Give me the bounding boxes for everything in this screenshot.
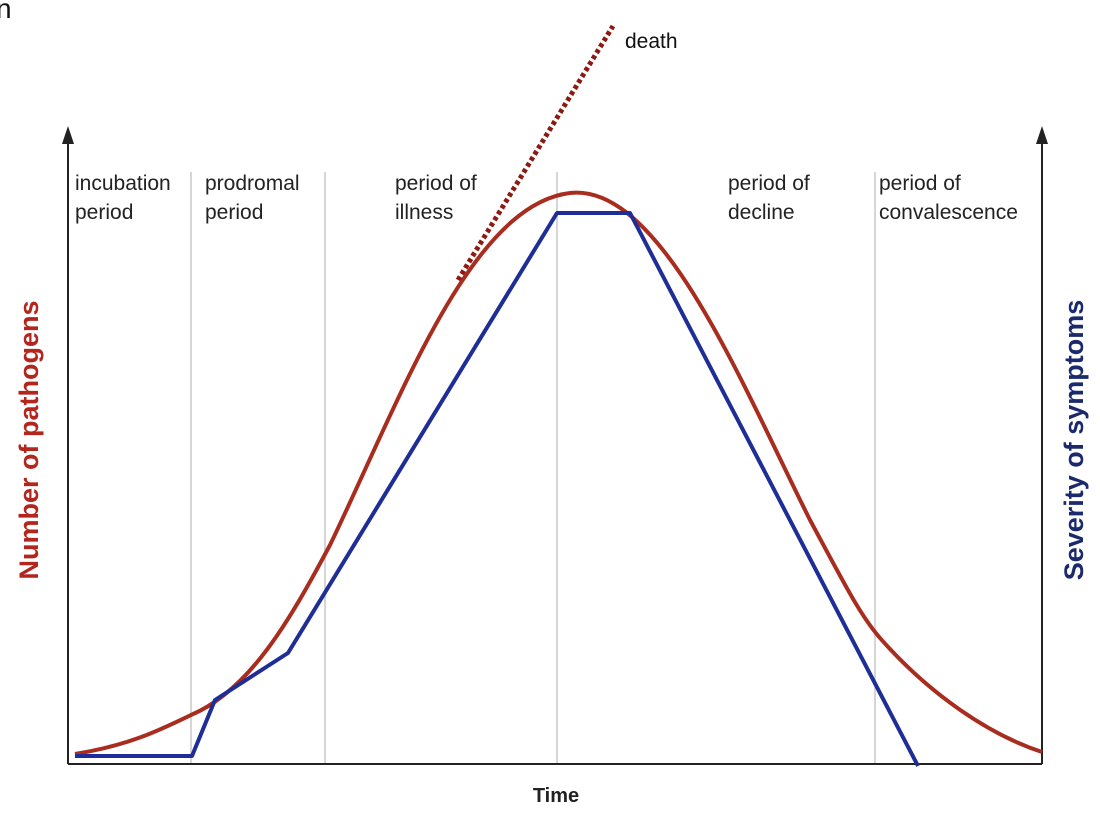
symptoms-curve <box>75 211 920 767</box>
phase-label-prodromal-line2: period <box>205 201 263 224</box>
phase-label-convalescence: period of convalescence <box>879 172 1018 224</box>
phase-label-incubation-line2: period <box>75 201 133 224</box>
corner-letter: n <box>0 0 12 24</box>
phase-label-prodromal: prodromal period <box>205 172 305 224</box>
phase-label-convalescence-line2: convalescence <box>879 201 1018 224</box>
pathogen-curve <box>74 190 1043 756</box>
phase-dividers <box>190 172 876 764</box>
axes <box>62 126 1048 765</box>
y-axis-right-label: Severity of symptoms <box>1059 300 1089 581</box>
phase-label-incubation-line1: incubation <box>75 172 171 195</box>
phase-label-prodromal-line1: prodromal <box>205 172 300 195</box>
death-line <box>455 24 616 282</box>
y-axis-left-arrow <box>62 126 74 144</box>
x-axis-label: Time <box>533 785 579 807</box>
death-label: death <box>625 30 678 53</box>
phase-label-incubation: incubation period <box>75 172 177 224</box>
y-axis-right-arrow <box>1036 126 1048 144</box>
phase-label-decline-line1: period of <box>728 172 810 195</box>
phase-label-illness-line2: illness <box>395 201 453 224</box>
phase-label-convalescence-line1: period of <box>879 172 961 195</box>
y-axis-left-label: Number of pathogens <box>14 300 44 579</box>
phase-label-decline: period of decline <box>728 172 816 224</box>
phase-label-illness: period of illness <box>395 172 483 224</box>
phase-label-decline-line2: decline <box>728 201 795 224</box>
phase-label-illness-line1: period of <box>395 172 477 195</box>
